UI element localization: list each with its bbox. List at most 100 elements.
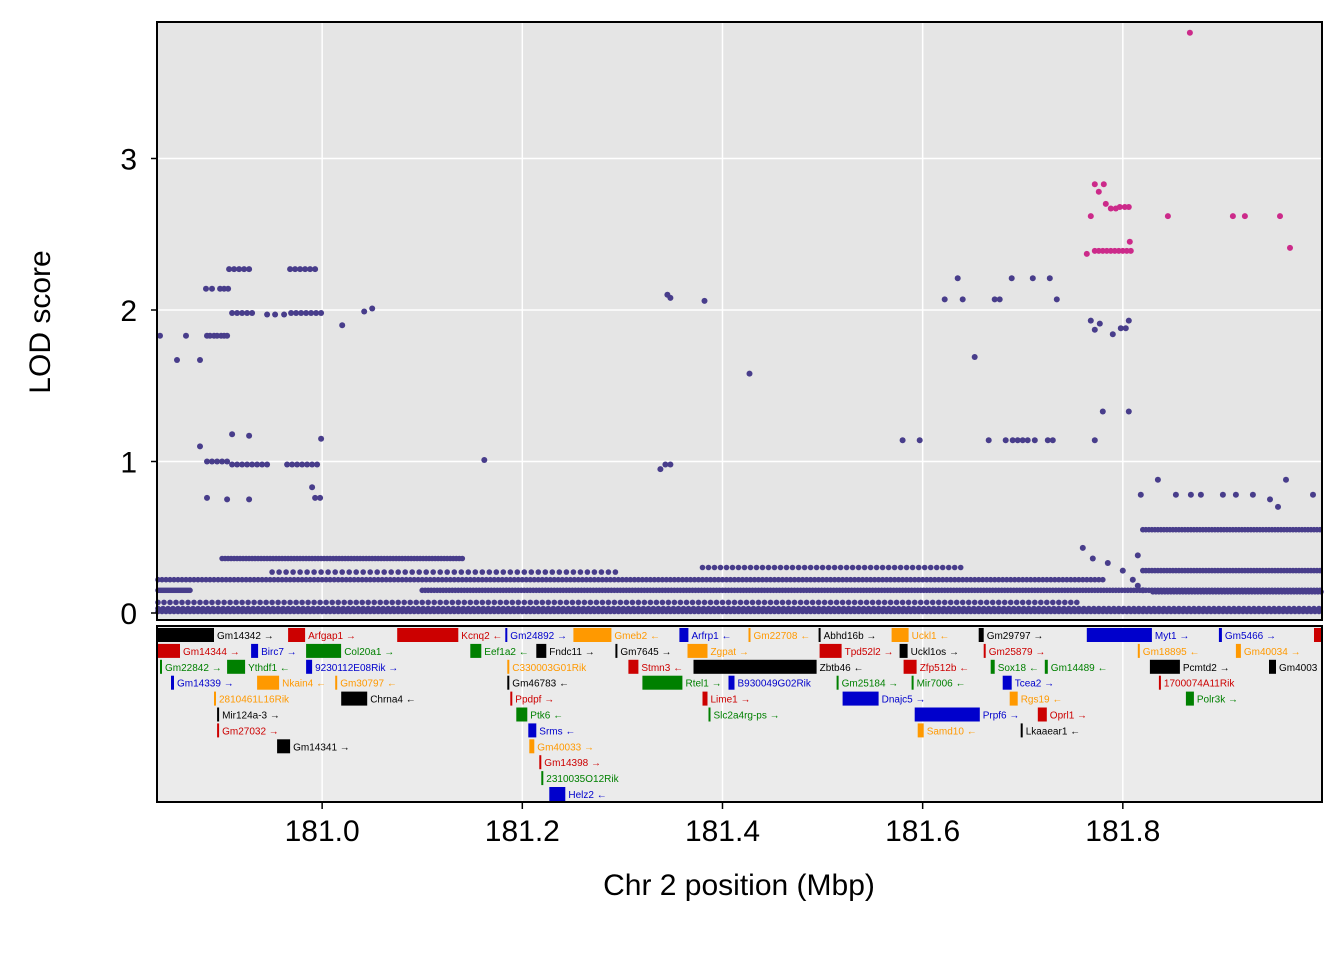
lod-point xyxy=(819,564,826,571)
lod-point xyxy=(723,576,730,583)
lod-point xyxy=(640,605,647,612)
lod-point xyxy=(575,605,582,612)
lod-point xyxy=(1206,605,1212,612)
lod-point xyxy=(527,599,534,606)
gene-label: B930049G02Rik xyxy=(738,679,812,690)
lod-point xyxy=(425,605,432,612)
lod-point xyxy=(557,599,564,606)
lod-point xyxy=(987,576,994,583)
lod-point xyxy=(272,311,279,318)
gene-label: Srms ← xyxy=(539,726,575,737)
lod-point xyxy=(299,461,306,468)
lod-point xyxy=(339,576,346,583)
lod-point xyxy=(903,576,910,583)
lod-point xyxy=(1187,491,1194,498)
lod-point xyxy=(960,605,967,612)
lod-point xyxy=(879,564,886,571)
gene-block xyxy=(160,659,162,674)
lod-point xyxy=(299,576,305,583)
lod-point xyxy=(587,576,594,583)
lod-point xyxy=(293,310,300,316)
lod-point xyxy=(381,569,388,575)
lod-point xyxy=(1060,576,1066,583)
lod-point xyxy=(399,576,406,583)
lod-point xyxy=(287,576,293,583)
lod-point xyxy=(779,599,786,606)
lod-point xyxy=(563,576,570,583)
lod-point xyxy=(318,435,325,442)
lod-point xyxy=(555,605,562,612)
gene-block xyxy=(687,643,708,658)
lod-point xyxy=(229,431,236,438)
lod-point xyxy=(660,605,667,612)
lod-point xyxy=(801,564,808,571)
lod-point xyxy=(1038,599,1044,606)
lod-point xyxy=(662,461,669,468)
gene-label: Mir7006 ← xyxy=(917,679,966,690)
lod-point xyxy=(991,576,998,583)
lod-point xyxy=(545,599,552,606)
lod-point xyxy=(416,569,423,575)
lod-point xyxy=(276,569,282,575)
lod-point xyxy=(415,605,422,612)
lod-point xyxy=(971,599,978,606)
lod-point xyxy=(191,576,197,583)
lod-point xyxy=(725,599,732,606)
lod-point xyxy=(773,599,780,606)
lod-point xyxy=(339,322,346,329)
gene-block xyxy=(1269,659,1276,674)
lod-point xyxy=(1032,576,1038,583)
lod-point xyxy=(657,466,664,473)
lod-point xyxy=(680,605,687,612)
lod-point xyxy=(359,599,366,606)
lod-point xyxy=(909,564,916,571)
lod-point xyxy=(550,605,557,612)
lod-point xyxy=(571,576,578,583)
lod-point xyxy=(309,461,316,468)
lod-point xyxy=(1091,437,1098,444)
lod-point xyxy=(350,605,357,612)
lod-point xyxy=(353,599,360,606)
lod-point xyxy=(224,496,231,503)
lod-point xyxy=(1219,491,1226,498)
lod-point xyxy=(310,605,316,612)
gene-block xyxy=(702,691,708,706)
lod-point xyxy=(905,605,912,612)
lod-point xyxy=(293,599,299,606)
lod-point xyxy=(827,599,834,606)
lod-point xyxy=(631,576,638,583)
lod-point xyxy=(1201,605,1207,612)
lod-point xyxy=(175,605,181,612)
lod-point xyxy=(915,564,922,571)
lod-point xyxy=(569,599,576,606)
lod-point xyxy=(607,576,614,583)
lod-point xyxy=(1111,605,1117,612)
lod-point xyxy=(195,605,201,612)
lod-point xyxy=(703,576,710,583)
lod-point xyxy=(789,564,796,571)
lod-point xyxy=(985,605,992,612)
gene-block xyxy=(470,643,482,658)
lod-point xyxy=(615,576,622,583)
lod-point xyxy=(587,599,594,606)
lod-point xyxy=(590,605,597,612)
lod-point xyxy=(269,569,275,575)
lod-point xyxy=(612,569,619,575)
lod-point xyxy=(953,599,960,606)
lod-point xyxy=(760,605,767,612)
lod-point xyxy=(1186,605,1192,612)
lod-point xyxy=(340,605,347,612)
lod-point xyxy=(741,564,748,571)
lod-point xyxy=(493,569,500,575)
lod-point xyxy=(845,605,852,612)
lod-point xyxy=(519,576,526,583)
lod-point xyxy=(900,605,907,612)
lod-point xyxy=(311,569,317,575)
lod-point xyxy=(323,599,329,606)
lod-point xyxy=(790,605,797,612)
lod-point xyxy=(787,576,794,583)
lod-point xyxy=(203,285,209,292)
lod-point xyxy=(510,605,517,612)
lod-point xyxy=(899,599,906,606)
lod-point xyxy=(475,576,482,583)
